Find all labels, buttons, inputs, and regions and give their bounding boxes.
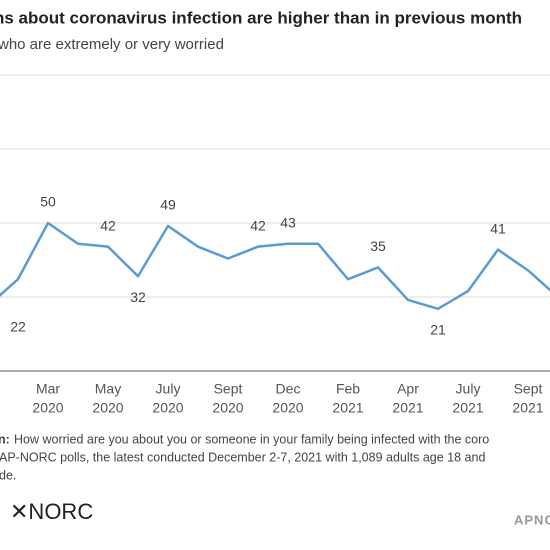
value-label: 32: [130, 289, 146, 305]
x-tick-label: Sept: [214, 381, 243, 397]
x-tick-label: July: [456, 381, 481, 397]
value-label: 21: [430, 322, 446, 338]
x-tick-label: Apr: [397, 381, 419, 397]
note-label: n:: [0, 432, 10, 446]
x-tick-label: Mar: [36, 381, 60, 397]
x-tick-label: 2021: [512, 400, 543, 416]
x-tick-label: July: [156, 381, 181, 397]
x-tick-label: Feb: [336, 381, 360, 397]
note-line: How worried are you about you or someone…: [14, 432, 489, 446]
value-label: 42: [250, 217, 266, 233]
value-label: 35: [370, 238, 386, 254]
x-tick-label: 2020: [212, 400, 243, 416]
note-line: AP-NORC polls, the latest conducted Dece…: [0, 450, 485, 464]
value-label: 41: [490, 220, 506, 236]
value-label: 22: [10, 319, 26, 335]
value-label: 43: [280, 214, 296, 230]
x-tick-label: 2020: [92, 400, 123, 416]
x-tick-label: Dec: [276, 381, 301, 397]
credit: APNO: [514, 512, 550, 527]
note-line: de.: [0, 468, 16, 482]
x-tick-label: 2020: [152, 400, 183, 416]
value-label: 42: [100, 217, 116, 233]
x-tick-label: 2021: [452, 400, 483, 416]
x-tick-label: Sept: [514, 381, 543, 397]
x-tick-label: 2021: [332, 400, 363, 416]
x-tick-label: May: [95, 381, 121, 397]
x-tick-label: 2020: [272, 400, 303, 416]
x-tick-label: 2020: [32, 400, 63, 416]
chart-title: ns about coronavirus infection are highe…: [0, 8, 522, 27]
value-label: 50: [40, 194, 56, 210]
logo: ✕NORC: [10, 499, 93, 524]
x-tick-label: 2021: [392, 400, 423, 416]
value-label: 49: [160, 197, 176, 213]
chart-subtitle: who are extremely or very worried: [0, 36, 224, 53]
line: [0, 221, 550, 311]
